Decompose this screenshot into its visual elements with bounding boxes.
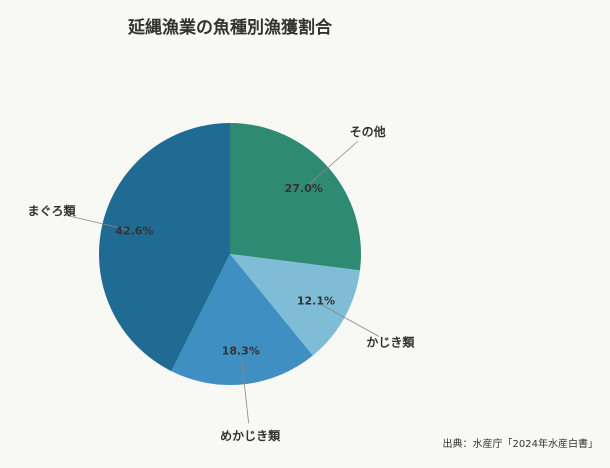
pie-slice xyxy=(171,254,313,385)
leader-line xyxy=(64,214,129,231)
value-label: 27.0% xyxy=(285,182,323,195)
value-label: 18.3% xyxy=(222,345,260,358)
leader-line xyxy=(321,304,380,337)
leader-line xyxy=(241,358,250,424)
pie-slice xyxy=(230,254,360,356)
source: 出典：水産庁「2024年水産白書」 xyxy=(443,437,598,450)
value-label: 12.1% xyxy=(297,295,335,308)
category-label: かじき類 xyxy=(366,334,415,349)
pie-slice xyxy=(230,123,362,271)
pie-slice xyxy=(98,123,231,372)
category-label: まぐろ類 xyxy=(28,203,77,218)
chart-title: 延縄漁業の魚種別漁獲割合 xyxy=(127,17,333,38)
value-label: 42.6% xyxy=(115,224,153,237)
category-label: めかじき類 xyxy=(220,428,281,443)
category-label: その他 xyxy=(350,124,386,139)
leader-line xyxy=(308,141,359,185)
